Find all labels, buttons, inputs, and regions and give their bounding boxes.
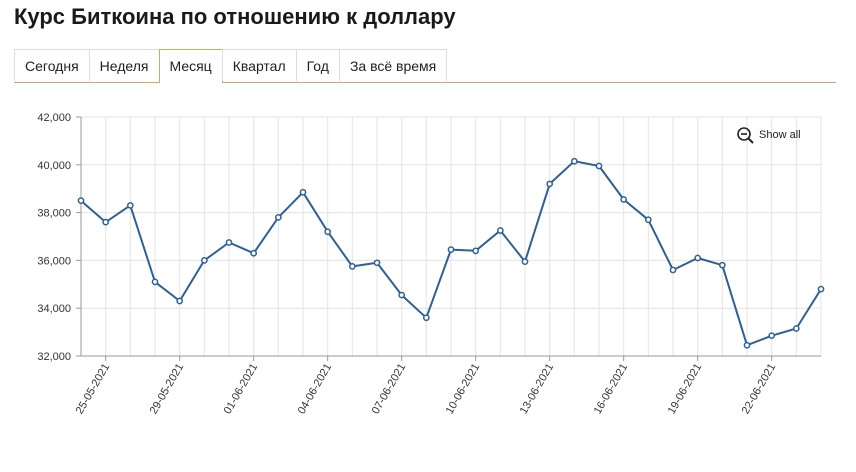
price-line-chart: 32,000 34,000 36,000 38,000 40,000 42,000 25-0… (37, 112, 825, 417)
tab-today[interactable]: Сегодня (14, 49, 90, 81)
data-point[interactable] (694, 254, 702, 262)
chart-grid (80, 116, 822, 357)
tab-all-time[interactable]: За всё время (338, 49, 448, 81)
x-tick-label: 01-06-2021 (222, 362, 261, 417)
data-point[interactable] (398, 291, 406, 299)
y-tick-label: 40,000 (37, 160, 71, 172)
data-point[interactable] (373, 259, 381, 267)
data-point[interactable] (225, 239, 233, 246)
x-tick-label: 04-06-2021 (296, 362, 335, 417)
tab-week[interactable]: Неделя (88, 49, 160, 81)
y-tick-label: 36,000 (37, 255, 71, 267)
data-point[interactable] (570, 157, 578, 165)
data-point[interactable] (817, 285, 825, 293)
period-tabs: Сегодня Неделя Месяц Квартал Год За всё … (14, 49, 836, 83)
y-tick-label: 32,000 (37, 351, 71, 363)
chart-series (77, 157, 825, 349)
data-point[interactable] (274, 214, 282, 221)
x-tick-label: 19-06-2021 (666, 362, 705, 417)
y-tick-label: 38,000 (37, 208, 71, 220)
data-point[interactable] (521, 258, 529, 265)
data-point[interactable] (546, 180, 554, 188)
data-point[interactable] (77, 197, 85, 205)
data-point[interactable] (299, 188, 307, 196)
data-point[interactable] (792, 325, 800, 332)
tab-month[interactable]: Месяц (158, 49, 223, 83)
data-point[interactable] (200, 257, 208, 264)
data-point[interactable] (447, 246, 455, 253)
data-point[interactable] (176, 297, 184, 305)
data-point[interactable] (151, 278, 159, 286)
data-point[interactable] (644, 216, 652, 224)
x-tick-label: 25-05-2021 (74, 362, 113, 417)
data-point[interactable] (595, 162, 603, 170)
x-tick-label: 10-06-2021 (444, 361, 483, 416)
page-title: Курс Биткоина по отношению к доллару (14, 4, 456, 29)
data-point[interactable] (718, 261, 726, 269)
x-tick-label: 07-06-2021 (370, 362, 409, 417)
show-all-label: Show all (759, 129, 801, 141)
data-point[interactable] (620, 196, 628, 203)
x-tick-label: 22-06-2021 (740, 362, 779, 417)
x-tick-label: 16-06-2021 (592, 362, 631, 417)
y-tick-label: 34,000 (37, 303, 71, 315)
show-all-button[interactable]: Show all (737, 127, 801, 144)
x-tick-label: 29-05-2021 (148, 362, 187, 417)
data-point[interactable] (250, 249, 258, 257)
data-point[interactable] (126, 202, 134, 209)
data-point[interactable] (768, 332, 776, 340)
tab-quarter[interactable]: Квартал (221, 49, 297, 81)
data-point[interactable] (669, 266, 677, 274)
data-point[interactable] (422, 314, 430, 322)
zoom-out-icon (737, 127, 754, 144)
data-point[interactable] (743, 341, 751, 349)
x-tick-label: 13-06-2021 (518, 362, 557, 417)
tab-year[interactable]: Год (295, 49, 340, 81)
data-point[interactable] (472, 247, 480, 255)
data-point[interactable] (348, 263, 356, 270)
data-point[interactable] (324, 228, 332, 236)
y-tick-label: 42,000 (37, 112, 71, 124)
data-point[interactable] (102, 218, 110, 226)
data-point[interactable] (496, 227, 504, 234)
